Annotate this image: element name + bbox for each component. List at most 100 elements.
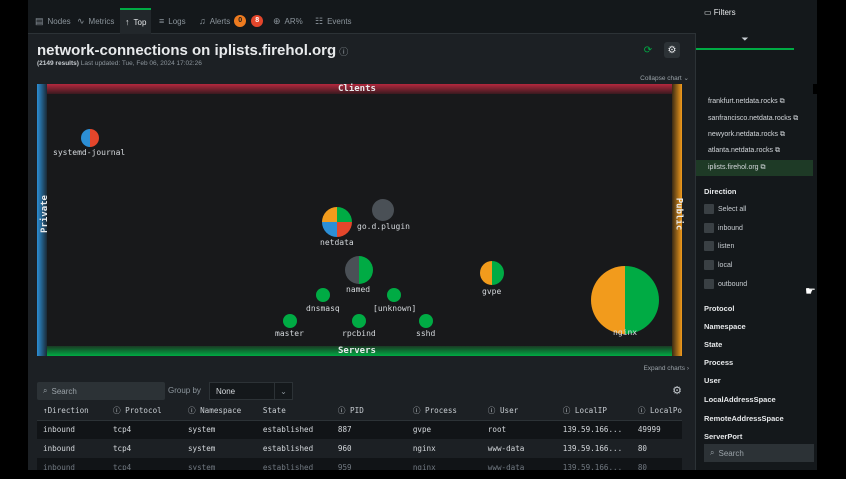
option-label: Select all xyxy=(718,205,747,213)
node-named[interactable] xyxy=(345,256,373,284)
group-by-value: None xyxy=(216,386,236,396)
node-dnsmasq[interactable] xyxy=(316,288,330,302)
scrollbar[interactable] xyxy=(813,84,817,94)
section-serverport[interactable]: ServerPort xyxy=(704,432,743,441)
col-localport[interactable]: ⓘ LocalPo xyxy=(631,402,682,421)
refresh-icon[interactable]: ⟳ xyxy=(643,44,653,56)
col-namespace-label: Namespace xyxy=(200,406,242,416)
tab-top[interactable]: ↑ Top xyxy=(120,8,152,34)
tab-bar: ▤ Nodes ∿ Metrics ↑ Top ≡ Logs ♫ Alerts … xyxy=(28,0,817,34)
checkbox[interactable] xyxy=(704,260,714,270)
table-row[interactable]: inbound tcp4 system established 959 ngin… xyxy=(37,458,682,470)
funnel-icon[interactable]: ⏷ xyxy=(696,28,794,50)
checkbox[interactable] xyxy=(704,241,714,251)
node-netdata[interactable] xyxy=(322,207,352,237)
node-sshd[interactable] xyxy=(419,314,433,328)
node-link-sanfrancisco[interactable]: sanfrancisco.netdata.rocks ⧉ xyxy=(708,115,798,123)
col-localip[interactable]: ⓘ LocalIP xyxy=(556,402,632,421)
tab-nodes[interactable]: ▤ Nodes xyxy=(30,8,76,34)
checkbox[interactable] xyxy=(704,204,714,214)
cell-namespace: system xyxy=(181,439,257,458)
external-link-icon: ⧉ xyxy=(760,164,766,171)
expand-charts-button[interactable]: Expand charts › xyxy=(643,365,689,372)
col-namespace[interactable]: ⓘ Namespace xyxy=(181,402,257,421)
section-remoteaddressspace[interactable]: RemoteAddressSpace xyxy=(704,414,784,423)
nodes-icon: ▤ xyxy=(35,15,44,26)
direction-inbound[interactable]: inbound xyxy=(704,223,743,233)
table-search-input[interactable]: ⌕ Search xyxy=(37,382,165,400)
events-icon: ☷ xyxy=(315,15,324,26)
section-namespace[interactable]: Namespace xyxy=(704,322,746,331)
cell-state: established xyxy=(256,458,332,470)
bell-icon: ♫ xyxy=(199,16,206,26)
settings-gear-icon[interactable]: ⚙ xyxy=(664,42,680,58)
node-slice xyxy=(337,222,352,237)
node-label-systemd-journal: systemd-journal xyxy=(53,148,126,157)
sidebar-search-input[interactable]: ⌕ Search xyxy=(704,444,814,462)
group-by-select[interactable]: None ⌄ xyxy=(209,382,293,400)
col-user[interactable]: ⓘ User xyxy=(481,402,557,421)
metrics-icon: ∿ xyxy=(77,15,85,26)
section-process[interactable]: Process xyxy=(704,358,734,367)
node-unknown[interactable] xyxy=(387,288,401,302)
node-link-newyork[interactable]: newyork.netdata.rocks ⧉ xyxy=(708,131,785,139)
section-user[interactable]: User xyxy=(704,376,721,385)
chevron-right-icon: › xyxy=(686,365,689,372)
col-protocol[interactable]: ⓘ Protocol xyxy=(106,402,182,421)
cell-direction: inbound xyxy=(37,458,107,470)
table-row[interactable]: inbound tcp4 system established 887 gvpe… xyxy=(37,420,682,439)
option-label: inbound xyxy=(718,224,743,232)
section-state[interactable]: State xyxy=(704,340,723,349)
node-label-unknown: [unknown] xyxy=(373,304,417,313)
info-icon[interactable]: ⓘ xyxy=(339,47,349,57)
node-go-d-plugin[interactable] xyxy=(372,199,394,221)
logs-icon: ≡ xyxy=(159,16,165,26)
tab-anomaly-label: AR% xyxy=(284,16,303,26)
col-process[interactable]: ⓘ Process xyxy=(406,402,482,421)
checkbox[interactable] xyxy=(704,279,714,289)
node-link-atlanta[interactable]: atlanta.netdata.rocks ⧉ xyxy=(708,147,780,155)
direction-outbound[interactable]: outbound xyxy=(704,279,747,289)
section-localaddressspace[interactable]: LocalAddressSpace xyxy=(704,395,776,404)
direction-section-title[interactable]: Direction xyxy=(704,187,737,196)
alerts-warning-badge: 0 xyxy=(234,15,247,27)
col-localport-label: LocalPo xyxy=(649,406,682,416)
node-label-rpcbind: rpcbind xyxy=(342,329,376,338)
node-gvpe[interactable] xyxy=(480,261,504,285)
node-link-label: atlanta.netdata.rocks xyxy=(708,147,773,154)
col-state[interactable]: State xyxy=(256,402,332,421)
section-protocol[interactable]: Protocol xyxy=(704,304,735,313)
tab-events-label: Events xyxy=(327,16,352,26)
option-label: local xyxy=(718,261,733,269)
cell-process: gvpe xyxy=(406,420,482,439)
node-link-frankfurt[interactable]: frankfurt.netdata.rocks ⧉ xyxy=(708,98,785,106)
tab-metrics[interactable]: ∿ Metrics xyxy=(72,8,119,34)
cell-user: www-data xyxy=(481,439,557,458)
filters-sidebar: ▭ Filters ⏷ frankfurt.netdata.rocks ⧉ sa… xyxy=(695,0,817,470)
node-label-go-d-plugin: go.d.plugin xyxy=(357,222,410,231)
tab-logs[interactable]: ≡ Logs xyxy=(154,8,191,34)
search-icon: ⌕ xyxy=(710,448,715,457)
collapse-chart-button[interactable]: Collapse chart ⌄ xyxy=(640,74,689,82)
tab-metrics-label: Metrics xyxy=(88,16,115,26)
table-row[interactable]: inbound tcp4 system established 960 ngin… xyxy=(37,439,682,458)
node-master[interactable] xyxy=(283,314,297,328)
tab-anomaly[interactable]: ⊕ AR% xyxy=(268,8,308,34)
direction-local[interactable]: local xyxy=(704,260,732,270)
cell-localport: 80 xyxy=(631,458,682,470)
node-nginx[interactable] xyxy=(591,266,659,334)
col-pid[interactable]: ⓘ PID xyxy=(331,402,407,421)
node-slice xyxy=(480,261,492,285)
connections-table: ↑Direction ⓘ Protocol ⓘ Namespace State … xyxy=(37,402,682,470)
direction-select-all[interactable]: Select all xyxy=(704,204,746,214)
node-label-netdata: netdata xyxy=(320,238,354,247)
direction-listen[interactable]: listen xyxy=(704,241,734,251)
node-systemd-journal[interactable] xyxy=(81,129,99,147)
col-direction[interactable]: ↑Direction xyxy=(37,402,107,421)
node-rpcbind[interactable] xyxy=(352,314,366,328)
node-link-iplists[interactable]: iplists.firehol.org ⧉ xyxy=(696,160,813,176)
tab-events[interactable]: ☷ Events xyxy=(310,8,357,34)
checkbox[interactable] xyxy=(704,223,714,233)
table-settings-icon[interactable]: ⚙ xyxy=(672,385,682,397)
